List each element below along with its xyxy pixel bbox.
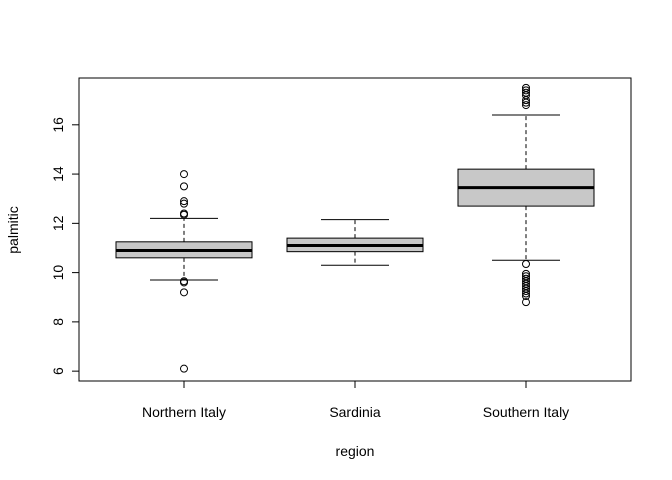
outlier-point bbox=[522, 259, 530, 268]
outlier-point bbox=[522, 289, 530, 298]
x-axis-label: region bbox=[336, 443, 375, 459]
outlier-point bbox=[180, 288, 188, 297]
outlier-point bbox=[180, 182, 188, 191]
outlier-point bbox=[180, 197, 188, 206]
outlier-point bbox=[522, 101, 530, 110]
y-tick-label: 6 bbox=[50, 367, 66, 375]
outlier-point bbox=[522, 287, 530, 296]
x-tick-label: Southern Italy bbox=[483, 404, 569, 420]
y-tick-label: 14 bbox=[50, 166, 66, 182]
outlier-point bbox=[180, 170, 188, 179]
x-tick-label: Northern Italy bbox=[142, 404, 226, 420]
outlier-point bbox=[180, 278, 188, 287]
y-tick-label: 8 bbox=[50, 318, 66, 326]
outlier-point bbox=[522, 86, 530, 95]
outlier-point bbox=[180, 199, 188, 208]
y-tick-label: 10 bbox=[50, 265, 66, 281]
outlier-point bbox=[522, 292, 530, 301]
y-axis: 6 8 10 12 14 16 bbox=[50, 117, 80, 375]
box-group bbox=[457, 83, 595, 307]
box-group bbox=[115, 170, 253, 373]
outlier-point bbox=[522, 96, 530, 105]
y-tick-label: 16 bbox=[50, 117, 66, 133]
outlier-point bbox=[180, 364, 188, 373]
x-tick-label: Sardinia bbox=[329, 404, 381, 420]
box-group bbox=[286, 219, 424, 266]
y-axis-label: palmitic bbox=[5, 206, 21, 253]
x-axis: Northern Italy Sardinia Southern Italy bbox=[142, 380, 569, 420]
outlier-point bbox=[522, 98, 530, 107]
outlier-point bbox=[522, 298, 530, 307]
boxes bbox=[115, 83, 595, 373]
outlier-point bbox=[180, 210, 188, 219]
y-tick-label: 12 bbox=[50, 215, 66, 231]
